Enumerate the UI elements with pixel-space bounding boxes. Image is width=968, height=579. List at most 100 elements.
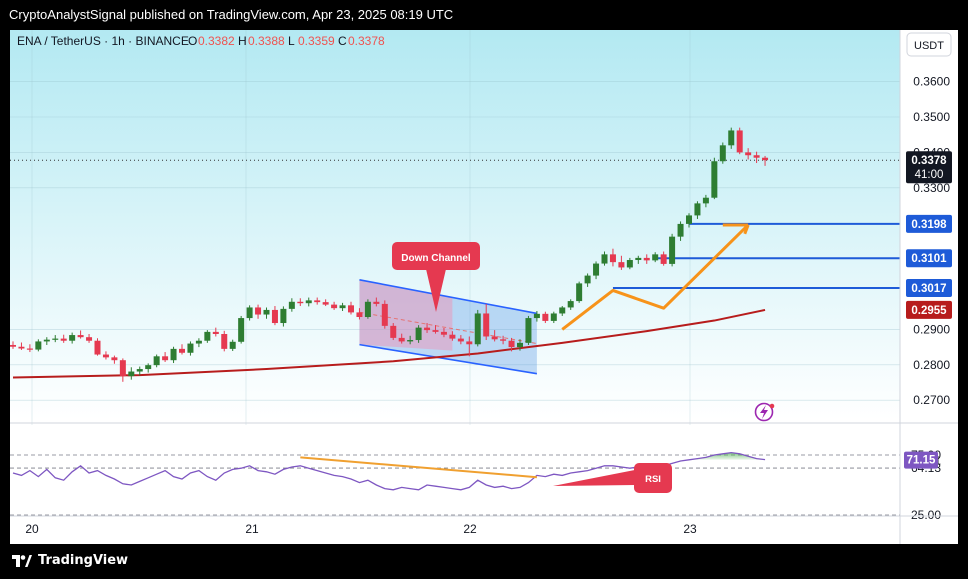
bull-candle	[69, 335, 76, 341]
bear-candle	[26, 348, 33, 350]
bear-candle	[424, 327, 431, 331]
price-chart[interactable]: Down Channel ENA / TetherUS · 1h · BINANC…	[10, 30, 958, 544]
bear-candle	[390, 325, 397, 338]
bull-candle	[550, 313, 557, 321]
bear-candle	[297, 301, 304, 304]
bull-candle	[525, 318, 532, 343]
bull-candle	[339, 305, 346, 309]
bull-candle	[153, 356, 160, 366]
bear-candle	[271, 309, 278, 324]
price-axis-tick: 0.2700	[913, 393, 950, 407]
alert-icon	[754, 402, 775, 422]
price-axis-tick: 0.3300	[913, 181, 950, 195]
bull-candle	[238, 318, 245, 342]
bull-candle	[145, 365, 152, 370]
chart-frame[interactable]: Down Channel ENA / TetherUS · 1h · BINANC…	[10, 30, 958, 544]
moving-average-line	[12, 308, 766, 379]
bear-candle	[483, 313, 490, 337]
bear-candle	[255, 307, 262, 315]
down-channel-lower-line	[359, 343, 538, 375]
bull-candle	[652, 254, 659, 261]
time-axis-label: 21	[245, 522, 259, 536]
down-channel-callout-pointer	[426, 269, 446, 312]
bull-candle	[728, 130, 735, 146]
bull-candle	[229, 341, 236, 349]
bull-candle	[407, 340, 414, 342]
symbol-title: ENA / TetherUS · 1h · BINANCE	[17, 34, 189, 48]
price-pane-background	[10, 30, 900, 420]
price-axis-tick: 0.2900	[913, 322, 950, 336]
rsi-trendline	[300, 456, 537, 479]
bear-candle	[179, 348, 185, 353]
bear-candle	[500, 339, 507, 341]
bull-candle	[305, 300, 312, 304]
bear-candle	[322, 302, 329, 305]
bull-candle	[195, 340, 202, 344]
down-channel-fill	[359, 279, 537, 374]
rsi-callout-pointer	[553, 469, 640, 486]
ohlc-key: C	[338, 34, 347, 48]
bull-candle	[711, 161, 718, 198]
bear-candle	[18, 346, 25, 349]
bear-candle	[331, 304, 338, 309]
bull-candle	[702, 197, 709, 204]
bull-candle	[593, 263, 600, 276]
projection-arrow-head-side	[743, 224, 750, 235]
bear-candle	[10, 344, 16, 347]
bull-candle	[719, 145, 726, 162]
projection-arrow-line	[561, 223, 750, 331]
bear-candle	[457, 338, 464, 342]
bear-candle	[398, 337, 405, 342]
bull-candle	[35, 341, 42, 350]
bull-candle	[601, 254, 608, 264]
bear-candle	[466, 341, 473, 345]
bear-candle	[736, 130, 743, 153]
bull-candle	[517, 342, 523, 348]
bull-candle	[288, 301, 295, 309]
rsi-value-tag	[904, 451, 938, 469]
bull-candle	[669, 236, 676, 264]
down-channel-label: Down Channel	[401, 253, 471, 264]
bull-candle	[170, 348, 177, 361]
bull-candle	[635, 257, 642, 261]
level-price-label: 0.3198	[911, 219, 947, 231]
bull-candle	[246, 307, 253, 319]
last-price-tag	[906, 151, 952, 184]
bear-candle	[660, 254, 667, 264]
bull-candle	[128, 371, 135, 377]
currency-label: USDT	[914, 40, 944, 52]
bull-candle	[559, 307, 566, 314]
bull-candle	[567, 301, 574, 308]
bear-candle	[440, 331, 447, 335]
tradingview-logo[interactable]: TradingView	[12, 553, 128, 568]
bear-candle	[381, 303, 388, 326]
last-price-label: 0.3378	[911, 155, 947, 167]
bar-countdown-label: 41:00	[915, 169, 944, 181]
price-axis-tick: 0.3600	[913, 75, 950, 89]
ma-price-tag	[906, 300, 952, 319]
bear-candle	[643, 257, 650, 261]
rsi-value-label: 71.15	[907, 455, 936, 467]
bull-candle	[576, 283, 583, 302]
currency-button	[906, 32, 952, 57]
level-price-tag	[906, 214, 952, 233]
bear-candle	[491, 336, 498, 340]
bear-candle	[94, 340, 101, 355]
level-price-label: 0.3017	[911, 283, 946, 295]
bear-candle	[745, 152, 752, 156]
bear-candle	[212, 331, 219, 335]
ma-price-label: 0.2955	[911, 305, 947, 317]
bear-candle	[762, 157, 769, 161]
bull-candle	[626, 260, 633, 268]
bear-candle	[542, 313, 549, 321]
bull-candle	[686, 215, 692, 224]
tradingview-brand: TradingView	[38, 553, 129, 568]
bear-candle	[753, 155, 760, 158]
footer-bar: TradingView	[0, 544, 968, 579]
bull-candle	[584, 275, 591, 284]
rsi-callout-label: RSI	[645, 474, 661, 485]
header-bar: CryptoAnalystSignal published on Trading…	[0, 0, 968, 30]
tradingview-logo-icon	[12, 554, 32, 567]
ohlc-value: 0.3359	[298, 34, 335, 48]
level-price-tag	[906, 249, 952, 268]
